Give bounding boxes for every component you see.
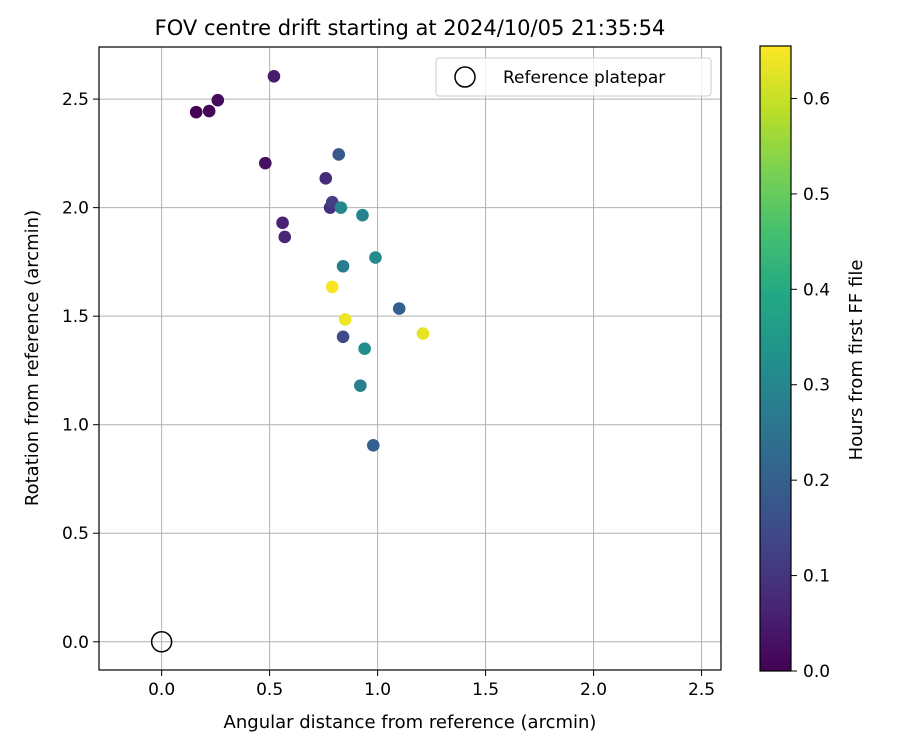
y-axis-ticks: 0.0 0.5 1.0 1.5 2.0 2.5	[62, 90, 99, 653]
scatter-point	[319, 172, 333, 185]
x-axis-ticks: 0.0 0.5 1.0 1.5 2.0 2.5	[148, 670, 715, 700]
scatter-point	[189, 105, 203, 119]
scatter-point	[258, 156, 272, 170]
scatter-point	[211, 93, 225, 107]
scatter-point	[278, 230, 292, 244]
y-axis-label: Rotation from reference (arcmin)	[22, 210, 43, 506]
scatter-point	[416, 327, 430, 340]
colorbar-tick-label: 0.3	[803, 376, 830, 396]
colorbar-tick-label: 0.6	[803, 89, 830, 109]
colorbar-label: Hours from first FF file	[846, 260, 867, 461]
colorbar-gradient	[759, 45, 792, 672]
scatter-point	[276, 216, 289, 230]
scatter-point	[354, 379, 367, 392]
colorbar-tick-label: 0.2	[803, 471, 830, 491]
scatter-point	[358, 342, 371, 356]
scatter-point	[369, 251, 382, 264]
y-tick-label: 1.0	[62, 416, 89, 436]
scatter-point	[267, 70, 281, 83]
reference-point-marker	[150, 631, 173, 653]
x-axis-label: Angular distance from reference (arcmin)	[224, 712, 597, 733]
legend-box	[435, 57, 712, 97]
x-tick-label: 0.0	[148, 680, 175, 700]
x-tick-label: 1.0	[364, 680, 391, 700]
legend-marker-icon	[454, 66, 476, 88]
scatter-point	[392, 302, 406, 315]
scatter-point	[332, 148, 346, 161]
colorbar-tick-label: 0.4	[803, 280, 830, 300]
y-tick-label: 2.5	[62, 90, 89, 110]
x-tick-label: 2.5	[688, 680, 715, 700]
scatter-point	[336, 259, 350, 273]
colorbar-tick-label: 0.1	[803, 567, 830, 587]
x-tick-label: 1.5	[472, 680, 499, 700]
scatter-point	[202, 104, 216, 118]
legend: Reference platepar	[435, 57, 712, 97]
scatter-point	[338, 313, 352, 326]
plot-area	[98, 46, 722, 671]
x-tick-label: 0.5	[256, 680, 283, 700]
y-tick-label: 1.5	[62, 307, 89, 327]
colorbar-ticks: 0.0 0.1 0.2 0.3 0.4 0.5 0.6	[791, 89, 830, 682]
scatter-point	[336, 330, 350, 344]
colorbar-tick-label: 0.0	[803, 662, 830, 682]
scatter-point	[366, 439, 380, 452]
y-tick-label: 0.0	[62, 633, 89, 653]
colorbar-tick-label: 0.5	[803, 185, 830, 205]
chart-title: FOV centre drift starting at 2024/10/05 …	[155, 16, 666, 40]
legend-label: Reference platepar	[503, 68, 665, 88]
x-tick-label: 2.0	[580, 680, 607, 700]
y-tick-label: 2.0	[62, 199, 89, 219]
scatter-point	[356, 208, 369, 222]
grid-lines	[99, 47, 721, 670]
data-points	[150, 70, 430, 653]
scatter-point	[325, 280, 339, 294]
colorbar: 0.0 0.1 0.2 0.3 0.4 0.5 0.6 Hours from first F…	[759, 45, 867, 682]
scatter-point	[334, 201, 348, 214]
y-tick-label: 0.5	[62, 524, 89, 544]
